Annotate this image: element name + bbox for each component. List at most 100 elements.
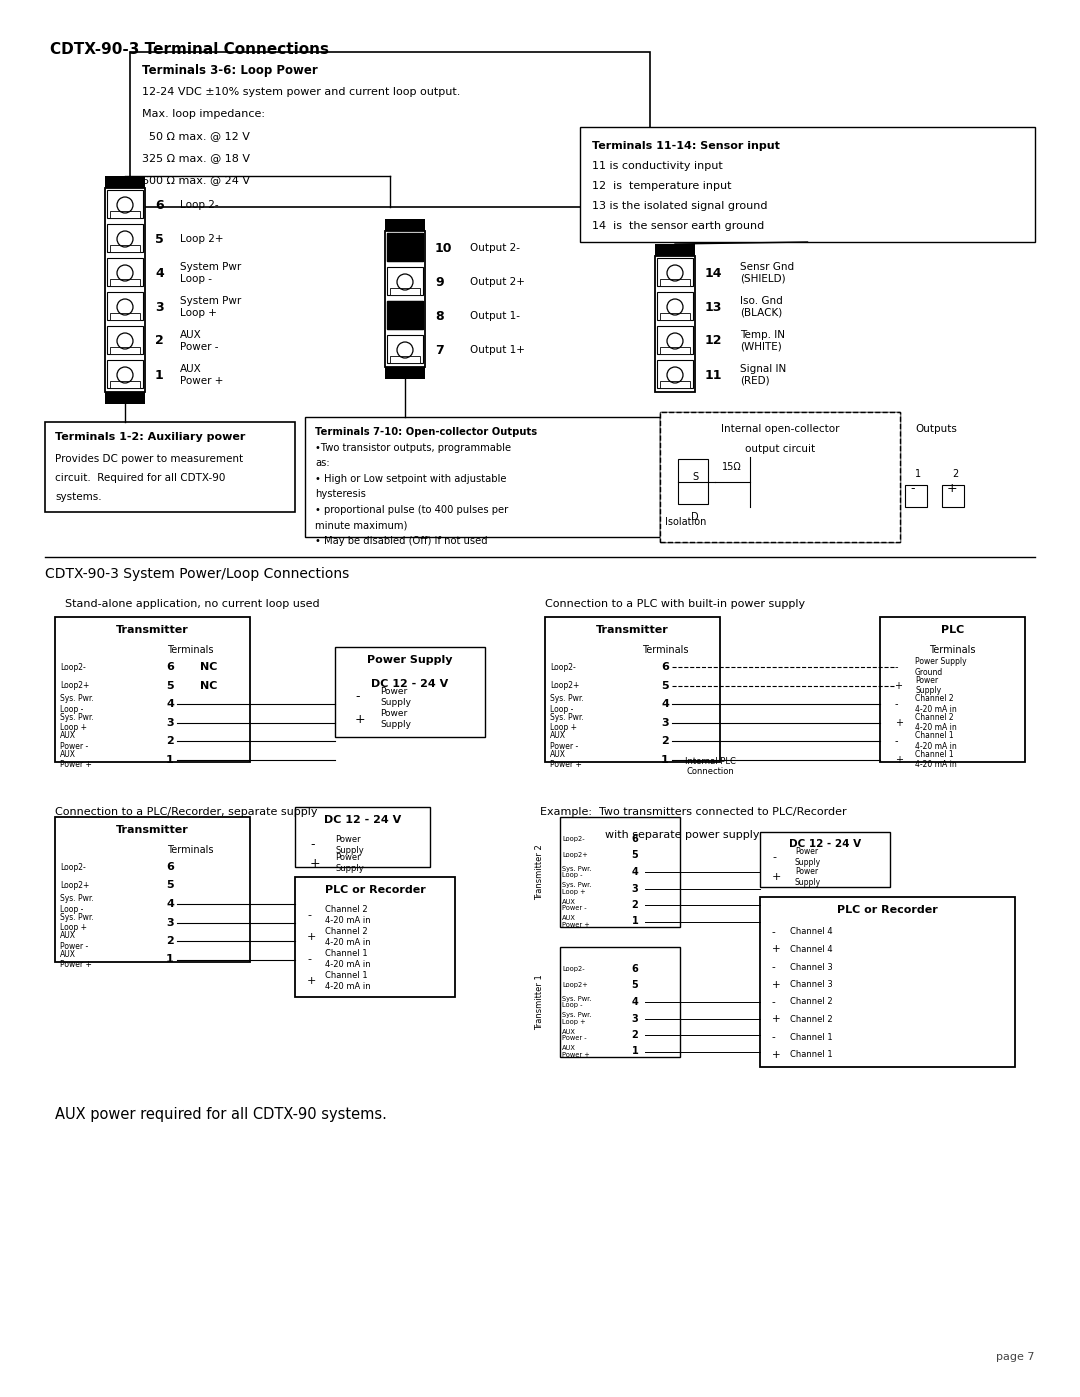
Text: +: + xyxy=(895,754,903,764)
Text: 1: 1 xyxy=(632,916,638,926)
Text: 3: 3 xyxy=(166,918,174,928)
Text: PLC: PLC xyxy=(941,624,964,636)
Text: Terminals: Terminals xyxy=(166,645,213,655)
Bar xyxy=(107,190,143,218)
Text: Power Supply: Power Supply xyxy=(367,655,453,665)
Text: Iso. Gnd
(BLACK): Iso. Gnd (BLACK) xyxy=(740,296,783,317)
Bar xyxy=(110,313,140,320)
Text: AUX
Power -: AUX Power - xyxy=(60,932,89,951)
Bar xyxy=(561,947,680,1058)
Text: 15Ω: 15Ω xyxy=(723,462,742,472)
Text: 2: 2 xyxy=(632,900,638,909)
Bar xyxy=(110,346,140,353)
Bar xyxy=(905,485,927,507)
Text: circuit.  Required for all CDTX-90: circuit. Required for all CDTX-90 xyxy=(55,474,226,483)
Text: System Pwr
Loop -: System Pwr Loop - xyxy=(180,263,241,284)
Text: +: + xyxy=(310,856,321,869)
Text: AUX
Power +: AUX Power + xyxy=(562,1045,590,1058)
Text: 6: 6 xyxy=(632,834,638,844)
Text: AUX
Power +: AUX Power + xyxy=(60,750,92,770)
Text: 13: 13 xyxy=(705,300,723,313)
Text: 12  is  temperature input: 12 is temperature input xyxy=(592,182,731,191)
Text: minute maximum): minute maximum) xyxy=(315,520,407,529)
Text: 3: 3 xyxy=(661,718,669,728)
Bar xyxy=(107,360,143,388)
Bar xyxy=(45,422,295,511)
Bar xyxy=(942,485,964,507)
Text: -: - xyxy=(895,698,899,710)
Text: 3: 3 xyxy=(632,883,638,894)
Bar xyxy=(390,288,420,295)
Text: 9: 9 xyxy=(435,275,444,289)
Bar xyxy=(561,817,680,928)
Text: 4: 4 xyxy=(166,698,174,710)
Text: • High or Low setpoint with adjustable: • High or Low setpoint with adjustable xyxy=(315,474,507,483)
Text: Channel 1: Channel 1 xyxy=(789,1051,833,1059)
Bar xyxy=(105,176,145,189)
Text: Sys. Pwr.
Loop -: Sys. Pwr. Loop - xyxy=(60,694,94,714)
Text: Isolation: Isolation xyxy=(665,517,706,527)
Text: Terminals 7-10: Open-collector Outputs: Terminals 7-10: Open-collector Outputs xyxy=(315,427,537,437)
Bar xyxy=(107,224,143,251)
Text: • proportional pulse (to 400 pulses per: • proportional pulse (to 400 pulses per xyxy=(315,504,509,514)
Text: S: S xyxy=(692,472,698,482)
Text: Terminals 11-14: Sensor input: Terminals 11-14: Sensor input xyxy=(592,141,780,151)
Bar xyxy=(760,897,1015,1067)
Text: -: - xyxy=(772,852,777,862)
Text: Power
Supply: Power Supply xyxy=(335,854,364,873)
Text: Loop 2-: Loop 2- xyxy=(180,200,218,210)
Text: -: - xyxy=(772,997,775,1007)
Text: 6: 6 xyxy=(166,662,174,672)
Bar xyxy=(657,292,693,320)
Text: Terminals: Terminals xyxy=(929,645,975,655)
Text: -: - xyxy=(772,1032,775,1042)
Text: with separate power supply: with separate power supply xyxy=(605,830,759,840)
Text: 2: 2 xyxy=(156,334,164,348)
Text: 5: 5 xyxy=(166,680,174,690)
Text: Loop2-: Loop2- xyxy=(562,835,584,842)
Text: Loop2+: Loop2+ xyxy=(60,882,90,890)
Text: Sensr Gnd
(SHIELD): Sensr Gnd (SHIELD) xyxy=(740,263,794,284)
Text: 3: 3 xyxy=(166,718,174,728)
Text: Channel 2
4-20 mA in: Channel 2 4-20 mA in xyxy=(325,905,370,925)
Text: 5: 5 xyxy=(632,981,638,990)
Text: Output 1+: Output 1+ xyxy=(470,345,525,355)
Bar xyxy=(55,817,249,963)
Text: 14  is  the sensor earth ground: 14 is the sensor earth ground xyxy=(592,221,765,231)
Text: Channel 1
4-20 mA in: Channel 1 4-20 mA in xyxy=(915,750,957,770)
Text: 14: 14 xyxy=(705,267,723,279)
Bar xyxy=(545,617,720,761)
Text: PLC or Recorder: PLC or Recorder xyxy=(837,905,937,915)
Text: Connection to a PLC/Recorder, separate supply: Connection to a PLC/Recorder, separate s… xyxy=(55,807,318,817)
Text: Transmitter: Transmitter xyxy=(117,624,189,636)
Text: Signal IN
(RED): Signal IN (RED) xyxy=(740,365,786,386)
Text: -: - xyxy=(910,482,915,495)
Bar xyxy=(387,300,423,330)
Text: +: + xyxy=(355,712,366,725)
Text: +: + xyxy=(772,1014,781,1024)
Bar xyxy=(657,258,693,286)
Text: 4: 4 xyxy=(661,698,669,710)
Bar xyxy=(387,335,423,363)
Bar xyxy=(110,279,140,286)
Text: Sys. Pwr.
Loop +: Sys. Pwr. Loop + xyxy=(60,712,94,732)
Text: 4: 4 xyxy=(166,900,174,909)
Text: NC: NC xyxy=(200,662,217,672)
Text: 6: 6 xyxy=(632,964,638,974)
Text: AUX power required for all CDTX-90 systems.: AUX power required for all CDTX-90 syste… xyxy=(55,1106,387,1122)
Text: Internal open-collector: Internal open-collector xyxy=(720,425,839,434)
Text: Loop2-: Loop2- xyxy=(550,662,576,672)
Text: 3: 3 xyxy=(632,1013,638,1024)
Text: Power
Supply: Power Supply xyxy=(795,868,821,887)
Text: 2: 2 xyxy=(166,736,174,746)
Text: 600 Ω max. @ 24 V: 600 Ω max. @ 24 V xyxy=(141,175,249,184)
Bar xyxy=(105,393,145,404)
Text: Power
Supply: Power Supply xyxy=(380,710,411,729)
Text: 2: 2 xyxy=(661,736,669,746)
Text: +: + xyxy=(307,977,316,986)
Text: D: D xyxy=(691,511,699,522)
Text: AUX
Power -: AUX Power - xyxy=(562,898,586,911)
Text: Channel 1
4-20 mA in: Channel 1 4-20 mA in xyxy=(325,971,370,990)
Text: Terminals 3-6: Loop Power: Terminals 3-6: Loop Power xyxy=(141,64,318,77)
Bar xyxy=(660,412,900,542)
